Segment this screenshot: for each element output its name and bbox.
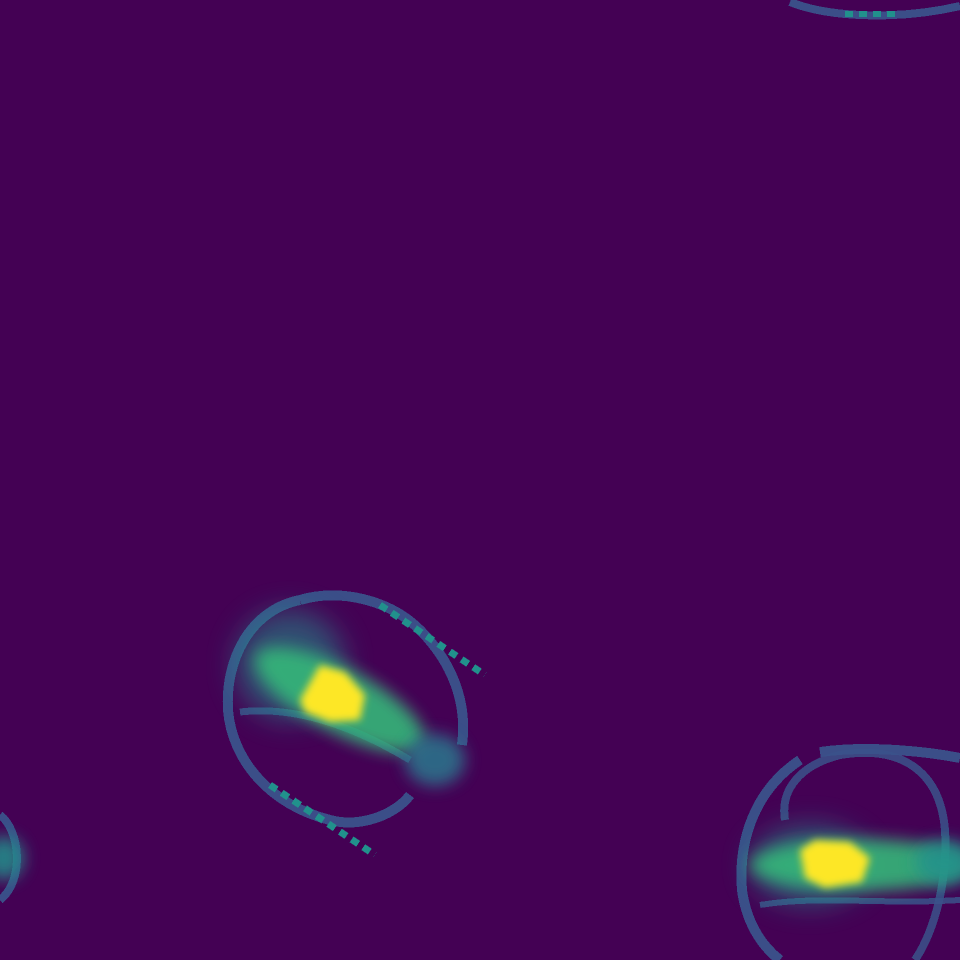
blob-left-edge-glow (0, 836, 24, 880)
blob-bottom-right-shell-band (759, 897, 960, 908)
blob-left-edge (0, 811, 24, 904)
blob-bottom-right-tail (915, 840, 960, 884)
blob-bottom-right-shell (736, 744, 960, 960)
blob-center-left-streak-top (378, 602, 487, 678)
blob-center-left (222, 590, 487, 858)
blob-top-right-shell (788, 0, 960, 20)
blob-center-left-tail (405, 734, 465, 786)
blob-center-left-core (300, 665, 365, 722)
blob-bottom-right-core (800, 840, 870, 888)
blob-bottom-right (736, 744, 960, 960)
blob-center-left-streak-bottom (268, 782, 377, 858)
blob-top-right (788, 0, 960, 20)
